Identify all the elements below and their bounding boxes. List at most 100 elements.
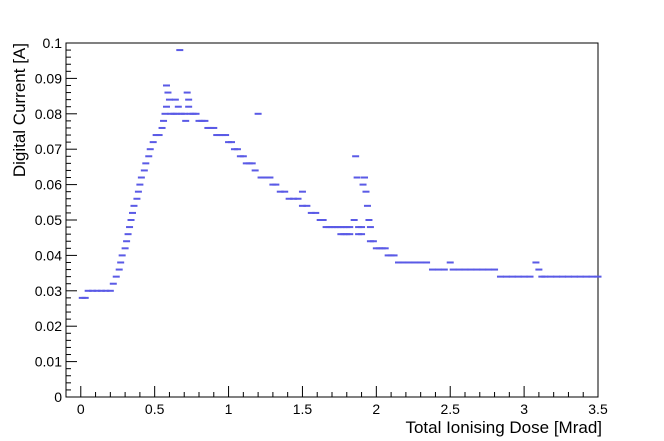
data-point xyxy=(532,261,540,264)
data-point xyxy=(183,91,191,94)
data-point xyxy=(520,275,528,278)
data-point xyxy=(369,240,377,243)
x-tick-label: 0.5 xyxy=(145,401,165,417)
data-point xyxy=(353,176,361,179)
data-point xyxy=(134,190,142,193)
data-point xyxy=(381,247,389,250)
data-point xyxy=(553,275,561,278)
data-point xyxy=(298,190,306,193)
data-point xyxy=(281,190,289,193)
data-point xyxy=(346,226,354,229)
y-tick-label: 0.1 xyxy=(43,35,63,51)
data-point xyxy=(491,268,499,271)
data-point xyxy=(417,261,425,264)
x-axis-title: Total Ionising Dose [Mrad] xyxy=(405,418,602,437)
data-point xyxy=(358,233,366,236)
data-point xyxy=(362,190,370,193)
data-point xyxy=(162,105,170,108)
data-point xyxy=(254,112,262,115)
data-point xyxy=(276,190,284,193)
data-point xyxy=(502,275,510,278)
data-point xyxy=(303,204,311,207)
data-point xyxy=(307,211,315,214)
data-point xyxy=(358,226,366,229)
data-point xyxy=(176,49,184,52)
data-point xyxy=(149,141,157,144)
data-point xyxy=(146,148,154,151)
data-point xyxy=(576,275,584,278)
data-point xyxy=(352,155,360,158)
data-point xyxy=(106,289,114,292)
data-point xyxy=(239,155,247,158)
y-axis-ticks: 0 0.01 0.02 0.03 0.04 0.05 0.06 0.07 0.08 0.09 0.1 xyxy=(35,35,77,405)
data-point xyxy=(164,91,172,94)
data-point xyxy=(93,289,101,292)
data-point xyxy=(266,176,274,179)
data-point xyxy=(359,183,367,186)
data-point xyxy=(140,169,148,172)
data-point xyxy=(541,275,549,278)
data-point xyxy=(350,219,358,221)
data-point xyxy=(160,119,168,122)
y-tick-label: 0.09 xyxy=(35,70,62,86)
data-point xyxy=(137,176,145,179)
x-tick-label: 2 xyxy=(372,401,380,417)
data-point xyxy=(89,289,97,292)
y-axis-title: Digital Current [A] xyxy=(10,43,29,177)
data-point xyxy=(446,261,454,264)
data-point xyxy=(84,289,92,292)
data-point xyxy=(155,134,163,137)
data-point xyxy=(559,275,567,278)
data-point xyxy=(121,247,129,250)
x-tick-label: 3 xyxy=(520,401,528,417)
data-point xyxy=(136,183,144,186)
data-point xyxy=(115,268,123,271)
data-point xyxy=(363,204,371,207)
data-point xyxy=(222,134,230,137)
y-tick-label: 0.02 xyxy=(35,318,62,334)
y-tick-label: 0.04 xyxy=(35,247,62,263)
data-point xyxy=(365,219,373,221)
data-point xyxy=(272,183,280,186)
data-point xyxy=(161,112,169,115)
y-tick-label: 0 xyxy=(54,389,62,405)
data-point xyxy=(158,126,166,129)
data-point xyxy=(361,176,369,179)
data-point xyxy=(455,268,463,271)
x-tick-label: 1 xyxy=(225,401,233,417)
data-point xyxy=(461,268,469,271)
data-point xyxy=(570,275,578,278)
data-point xyxy=(366,226,374,229)
data-point xyxy=(440,268,448,271)
data-point xyxy=(251,169,259,172)
data-point xyxy=(449,268,457,271)
data-point xyxy=(142,162,150,165)
data-point xyxy=(294,197,302,200)
data-point xyxy=(126,226,134,229)
data-point xyxy=(312,211,320,214)
data-point xyxy=(102,289,110,292)
data-point xyxy=(405,261,413,264)
data-point xyxy=(171,98,179,101)
data-point xyxy=(535,268,543,271)
data-point xyxy=(346,233,354,236)
data-point xyxy=(192,112,200,115)
data-point xyxy=(423,261,431,264)
data-point xyxy=(173,112,181,115)
data-point xyxy=(496,275,504,278)
y-tick-label: 0.01 xyxy=(35,354,62,370)
x-tick-label: 0 xyxy=(77,401,85,417)
data-point xyxy=(508,275,516,278)
data-markers xyxy=(78,49,602,299)
x-axis-ticks: 0 0.5 1 1.5 2 2.5 3 3.5 xyxy=(65,386,608,417)
data-point xyxy=(210,126,218,129)
data-point xyxy=(145,155,153,158)
data-point xyxy=(434,268,442,271)
data-point xyxy=(564,275,572,278)
data-point xyxy=(411,261,419,264)
data-point xyxy=(133,197,141,200)
data-point xyxy=(180,112,188,115)
data-point xyxy=(117,261,125,264)
data-point xyxy=(526,275,534,278)
